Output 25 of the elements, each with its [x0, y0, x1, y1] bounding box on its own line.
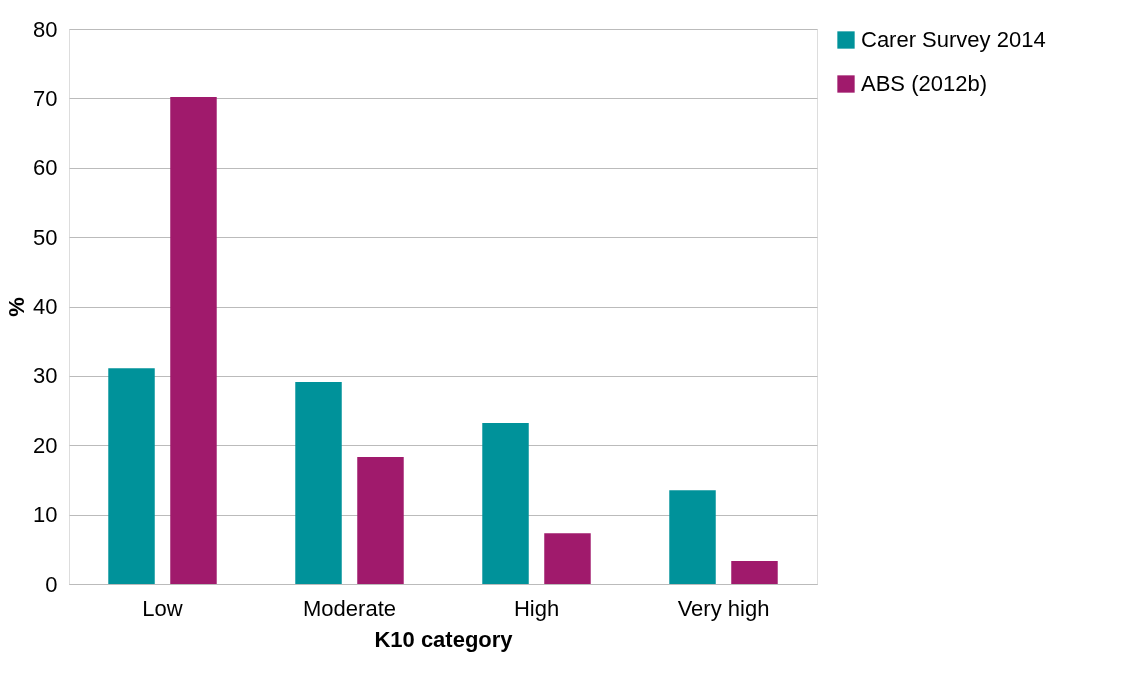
- bar: [295, 382, 342, 584]
- y-tick-label: 0: [45, 571, 58, 597]
- x-tick-label: Very high: [677, 595, 770, 621]
- bar: [170, 96, 217, 584]
- y-tick-label: 30: [33, 363, 58, 389]
- y-tick-label: 80: [33, 16, 58, 42]
- y-tick-label: 50: [33, 224, 58, 250]
- y-tick-label: 20: [33, 432, 58, 458]
- x-tick-label: Low: [142, 595, 183, 621]
- bar: [731, 561, 778, 584]
- y-tick-label: 40: [33, 294, 58, 319]
- bar: [669, 490, 716, 584]
- y-tick-label: 60: [33, 155, 58, 181]
- x-axis-title: K10 category: [374, 626, 514, 652]
- y-tick-label: 10: [33, 502, 58, 528]
- legend-label: Carer Survey 2014: [861, 27, 1046, 52]
- y-axis-title: %: [4, 297, 30, 317]
- x-tick-label: Moderate: [303, 595, 396, 621]
- x-tick-label: High: [513, 595, 560, 621]
- bar: [357, 457, 404, 584]
- bar: [544, 533, 591, 584]
- y-tick-label: 70: [33, 85, 58, 111]
- bar: [482, 423, 529, 584]
- bar: [108, 368, 155, 584]
- legend-label: ABS (2012b): [861, 71, 987, 96]
